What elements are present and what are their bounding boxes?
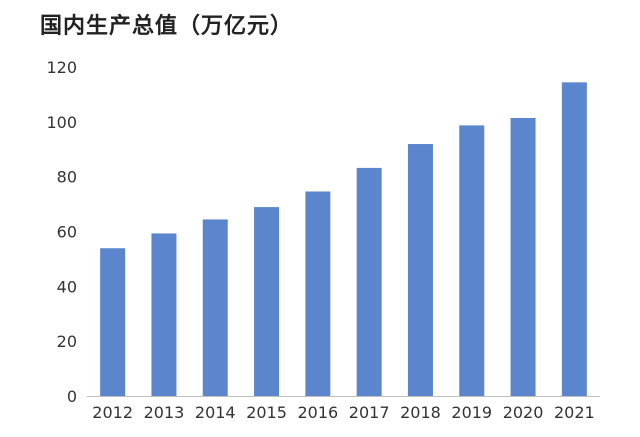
bar-2017: [356, 167, 382, 396]
x-tick-label: 2019: [451, 403, 492, 422]
y-tick-label: 120: [46, 58, 77, 77]
bar-2016: [305, 191, 331, 396]
y-tick-label: 80: [57, 168, 77, 187]
bar-2021: [561, 82, 587, 396]
x-tick-label: 2014: [195, 403, 236, 422]
bar-2018: [407, 144, 433, 396]
x-tick-label: 2015: [246, 403, 287, 422]
y-axis-ticks: 0 20 40 60 80 100 120: [46, 58, 77, 406]
bars-group: [100, 82, 587, 397]
y-tick-label: 40: [57, 277, 77, 296]
bar-2014: [202, 219, 228, 396]
chart-title: 国内生产总值（万亿元）: [40, 14, 294, 39]
bar-2013: [151, 233, 177, 396]
x-tick-label: 2012: [92, 403, 133, 422]
y-tick-label: 0: [67, 387, 77, 406]
bar-2015: [254, 207, 280, 396]
bar-2012: [100, 248, 126, 396]
y-tick-label: 60: [57, 223, 77, 242]
bar-2020: [510, 117, 536, 397]
bar-2019: [459, 125, 485, 397]
x-tick-label: 2018: [400, 403, 441, 422]
x-tick-label: 2017: [349, 403, 390, 422]
x-tick-label: 2021: [554, 403, 595, 422]
x-tick-label: 2013: [144, 403, 185, 422]
y-tick-label: 100: [46, 113, 77, 132]
x-tick-label: 2020: [503, 403, 544, 422]
y-tick-label: 20: [57, 332, 77, 351]
x-axis-ticks: 2012 2013 2014 2015 2016 2017 2018 2019 2020 2021: [92, 403, 594, 422]
x-tick-label: 2016: [297, 403, 338, 422]
